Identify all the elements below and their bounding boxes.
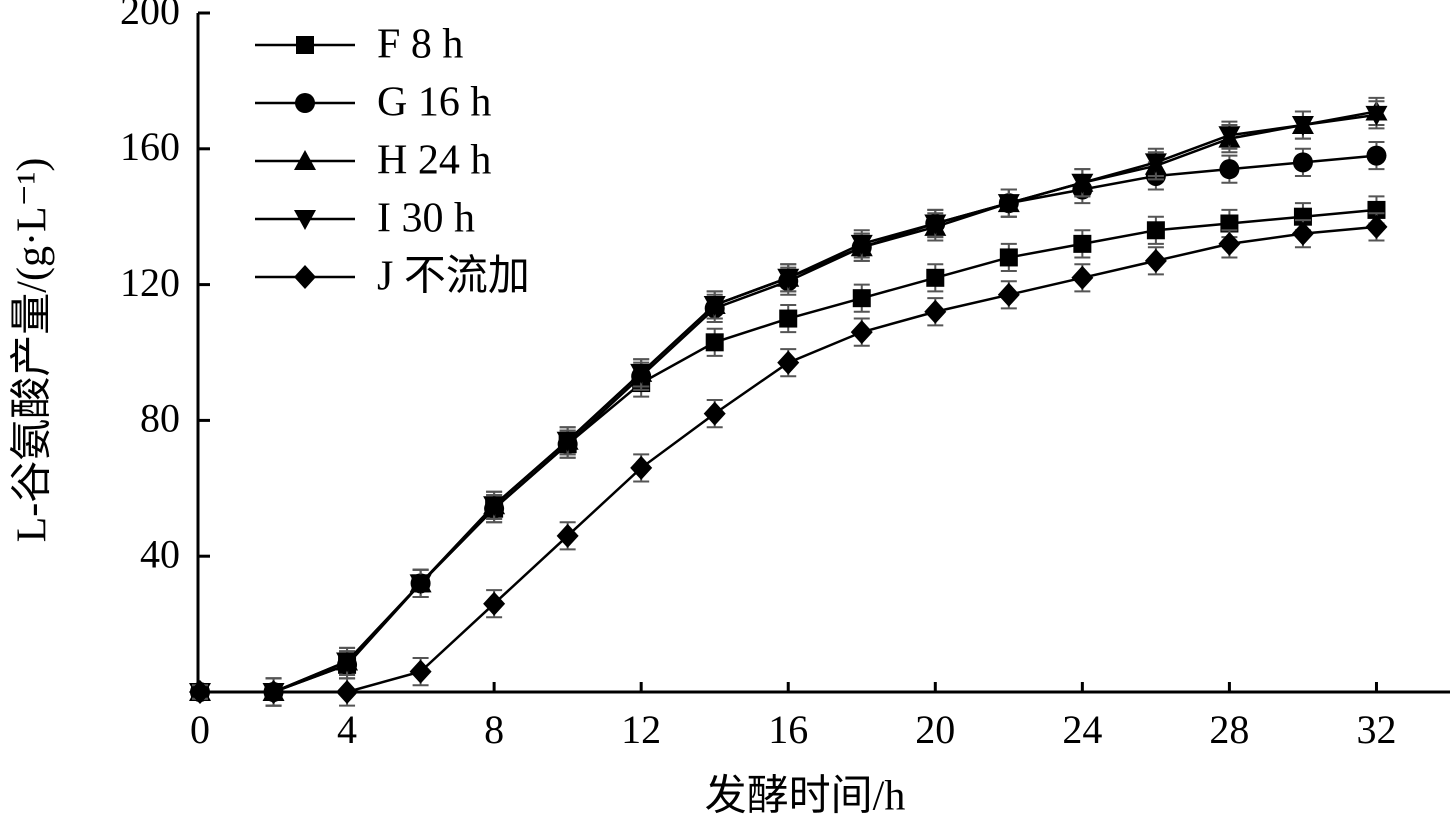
data-point [1293, 207, 1312, 226]
legend-label: G 16 h [377, 80, 491, 126]
x-axis-label: 发酵时间/h [705, 774, 906, 820]
y-tick-label: 120 [120, 260, 180, 305]
x-tick-label: 8 [484, 707, 504, 752]
x-tick-label: 16 [768, 707, 808, 752]
data-point [1220, 214, 1239, 233]
x-tick-label: 4 [337, 707, 357, 752]
data-point [1219, 159, 1240, 180]
legend-label: H 24 h [377, 138, 491, 184]
data-point [1071, 265, 1094, 290]
data-point [777, 268, 800, 289]
data-point [997, 194, 1020, 215]
x-tick-label: 28 [1209, 707, 1249, 752]
x-tick-label: 20 [915, 707, 955, 752]
data-point [703, 295, 726, 316]
data-point [556, 431, 579, 452]
data-point [1365, 214, 1388, 239]
x-tick-label: 0 [190, 707, 210, 752]
data-point [850, 234, 873, 255]
legend-label: F 8 h [377, 22, 463, 68]
x-tick-label: 32 [1356, 707, 1396, 752]
legend-marker [296, 36, 314, 54]
data-point [997, 282, 1020, 307]
data-point [852, 289, 871, 308]
legend-marker [295, 93, 315, 113]
data-point [1367, 200, 1386, 219]
data-point [336, 680, 359, 704]
data-point [1146, 221, 1165, 240]
data-point [1365, 105, 1388, 126]
y-tick-label: 160 [120, 124, 180, 169]
legend-marker [294, 265, 316, 289]
data-point [1073, 234, 1092, 253]
data-point [483, 591, 506, 616]
data-point [777, 350, 800, 375]
legend-marker [294, 150, 316, 170]
data-point [630, 363, 653, 384]
data-point [409, 659, 432, 684]
data-point [1291, 221, 1314, 246]
data-point [1291, 116, 1314, 137]
data-point [926, 268, 945, 287]
data-point [705, 333, 724, 352]
data-point [630, 455, 653, 480]
data-point [999, 248, 1018, 267]
data-point [189, 680, 211, 704]
y-tick-label: 200 [120, 0, 180, 33]
data-point [924, 299, 947, 324]
legend-label: J 不流加 [377, 254, 530, 300]
legend-marker [294, 210, 316, 230]
y-tick-label: 80 [140, 396, 180, 441]
data-point [924, 214, 947, 235]
data-point [336, 652, 359, 673]
data-point [556, 523, 579, 548]
data-point [483, 496, 506, 517]
data-point [1218, 231, 1241, 256]
data-point [1292, 152, 1313, 173]
y-axis-label: L-谷氨酸产量/(g·L⁻¹) [10, 158, 56, 543]
data-point [262, 680, 285, 704]
data-point [1218, 126, 1241, 147]
x-tick-label: 12 [621, 707, 661, 752]
data-point [1071, 173, 1094, 194]
data-point [1144, 153, 1167, 174]
x-tick-label: 24 [1062, 707, 1102, 752]
data-point [409, 574, 432, 595]
data-point [850, 320, 873, 345]
legend-label: I 30 h [377, 196, 475, 242]
data-point [1144, 248, 1167, 273]
data-point [1366, 145, 1387, 166]
y-tick-label: 40 [140, 531, 180, 576]
data-point [703, 401, 726, 426]
data-point [779, 309, 798, 328]
